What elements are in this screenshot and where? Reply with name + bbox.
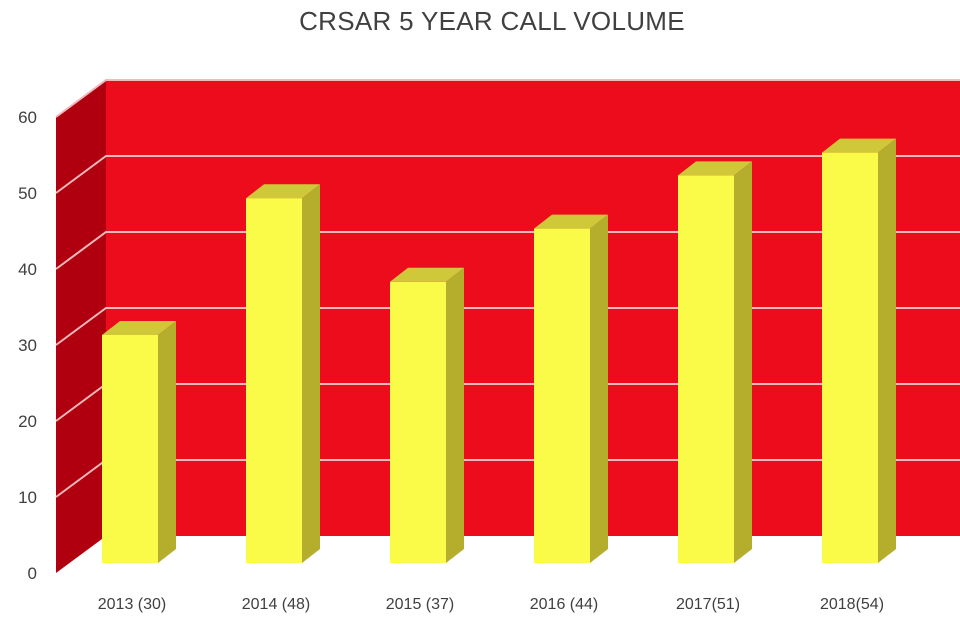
bar-front	[102, 335, 158, 563]
bar-side	[590, 214, 608, 563]
bar-top	[534, 214, 608, 229]
bar-front	[246, 198, 302, 563]
bar-top	[822, 138, 896, 153]
bar	[678, 161, 752, 563]
category-label: 2017(51)	[676, 596, 740, 613]
bar-top	[390, 267, 464, 282]
chart-title: CRSAR 5 YEAR CALL VOLUME	[299, 6, 685, 36]
bar-side	[302, 184, 320, 563]
y-tick-label: 0	[28, 564, 37, 583]
bar	[822, 138, 896, 563]
bar	[102, 321, 176, 563]
bar-side	[158, 321, 176, 563]
bar-front	[822, 152, 878, 563]
bar-side	[446, 267, 464, 563]
bar-top	[678, 161, 752, 176]
bar-front	[390, 281, 446, 563]
gridline	[55, 155, 960, 194]
gridline	[55, 307, 960, 346]
bar-side	[734, 161, 752, 563]
y-tick-label: 50	[18, 184, 37, 203]
bar	[246, 184, 320, 563]
y-tick-label: 60	[18, 108, 37, 127]
y-tick-label: 30	[18, 336, 37, 355]
category-label: 2018(54)	[820, 596, 884, 613]
bar-top	[102, 321, 176, 335]
category-label: 2015 (37)	[386, 596, 455, 613]
bar-front	[678, 175, 734, 563]
bar	[390, 267, 464, 563]
bar-front	[534, 228, 590, 563]
y-tick-label: 40	[18, 260, 37, 279]
bar-top	[246, 184, 320, 199]
category-label: 2014 (48)	[242, 596, 311, 613]
y-tick-label: 20	[18, 412, 37, 431]
gridline	[55, 231, 960, 270]
category-label: 2016 (44)	[530, 596, 599, 613]
gridline	[55, 79, 960, 118]
y-tick-label: 10	[18, 488, 37, 507]
category-label: 2013 (30)	[98, 596, 167, 613]
bar	[534, 214, 608, 563]
bar-side	[878, 138, 896, 563]
